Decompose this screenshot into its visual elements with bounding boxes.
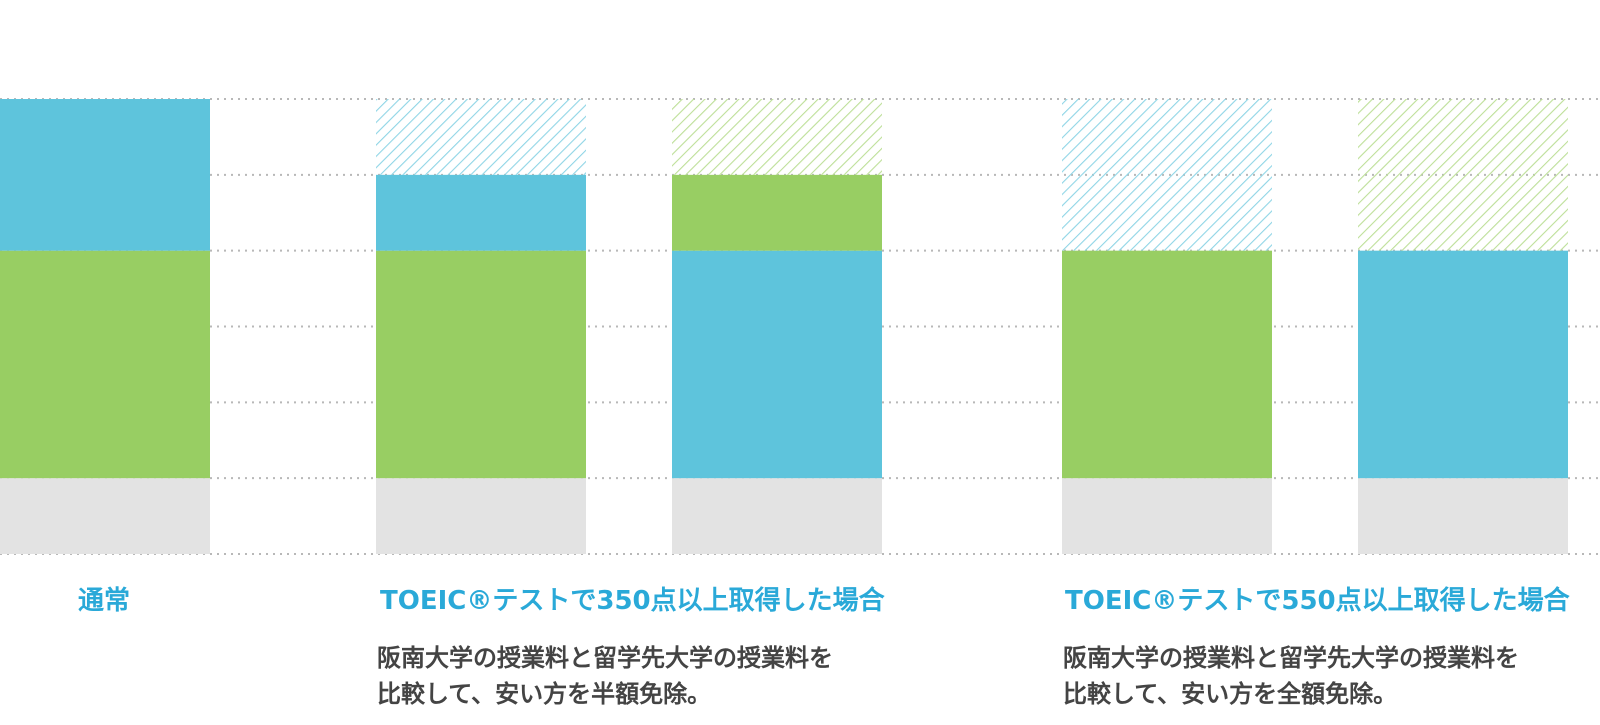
group-title-toeic-350: TOEIC®テストで350点以上取得した場合 [380, 586, 885, 616]
bar-segment-blue [1358, 250, 1568, 479]
description-line: 比較して、安い方を半額免除。 [377, 680, 712, 708]
bar-segment-blue [0, 99, 210, 251]
bar-segment-blue [376, 174, 586, 251]
bar-segment-hatch-green [672, 99, 882, 175]
description-line: 阪南大学の授業料と留学先大学の授業料を [1063, 644, 1519, 672]
bar-segment-green [1062, 250, 1272, 479]
bar-segment-gray [0, 478, 210, 554]
bar-segment-hatch-blue [376, 99, 586, 175]
bar-segment-gray [1358, 478, 1568, 554]
bar-segment-gray [1062, 478, 1272, 554]
bar-segment-gray [376, 478, 586, 554]
bar-segment-green [0, 250, 210, 479]
bar-segment-green [376, 250, 586, 479]
bar-segment-hatch-blue [1062, 99, 1272, 251]
description-line: 阪南大学の授業料と留学先大学の授業料を [377, 644, 833, 672]
bar-segment-gray [672, 478, 882, 554]
bar-segment-green [672, 174, 882, 251]
bar-segment-blue [672, 250, 882, 479]
description-line: 比較して、安い方を全額免除。 [1063, 680, 1398, 708]
group-title-toeic-550: TOEIC®テストで550点以上取得した場合 [1065, 586, 1570, 616]
group-title-normal: 通常 [78, 586, 131, 616]
bar-segment-hatch-green [1358, 99, 1568, 251]
group-description-toeic-550: 阪南大学の授業料と留学先大学の授業料を 比較して、安い方を全額免除。 [1063, 640, 1600, 712]
group-description-toeic-350: 阪南大学の授業料と留学先大学の授業料を 比較して、安い方を半額免除。 [377, 640, 937, 712]
